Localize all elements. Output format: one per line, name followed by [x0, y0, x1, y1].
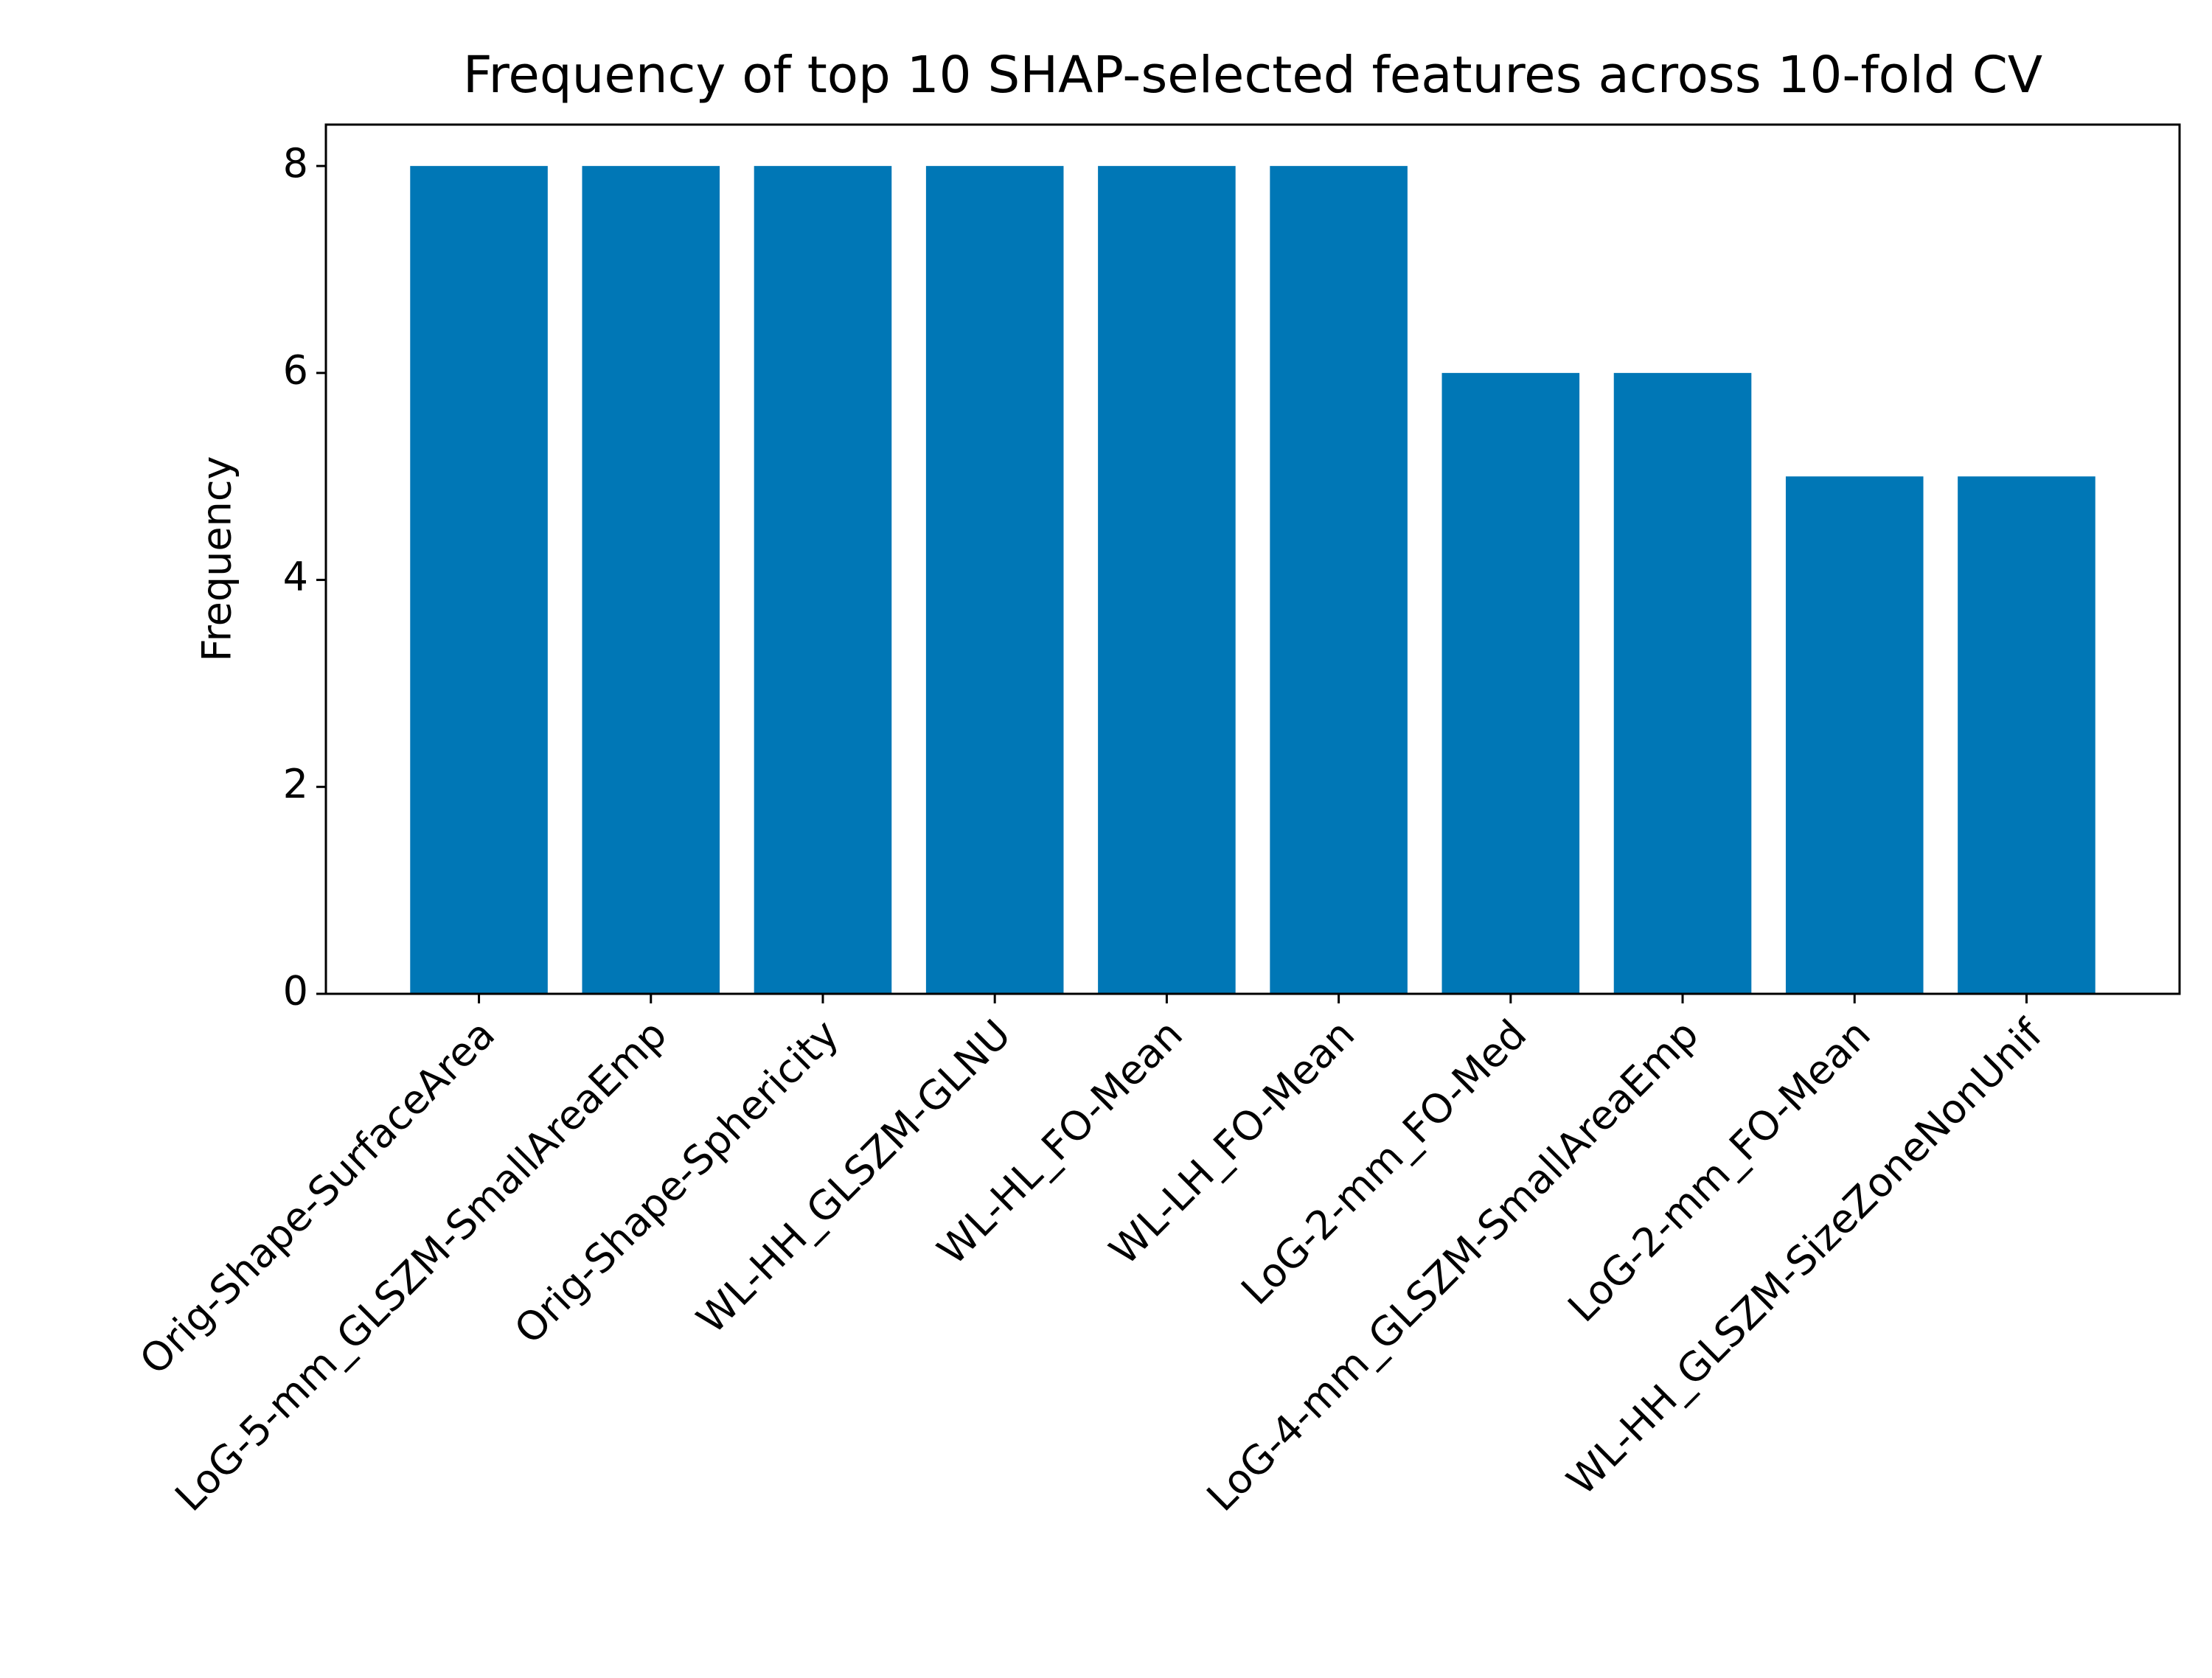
bar	[1613, 372, 1752, 994]
bar	[925, 166, 1064, 995]
x-tick-label: LoG-2-mm_FO-Mean	[1559, 1011, 1879, 1331]
y-tick-label: 4	[283, 554, 308, 600]
bar	[754, 166, 892, 995]
y-tick-label: 2	[283, 761, 308, 807]
y-tick-label: 6	[283, 347, 308, 393]
y-tick-label: 8	[283, 140, 308, 187]
chart-title: Frequency of top 10 SHAP-selected featur…	[463, 46, 2042, 105]
bar	[410, 166, 548, 995]
x-tick-label: Orig-Shape-SurfaceArea	[131, 1011, 504, 1384]
bar	[1958, 476, 2096, 994]
y-axis-label: Frequency	[194, 456, 240, 662]
bar	[1098, 166, 1236, 995]
x-tick-label: Orig-Shape-Sphericity	[506, 1011, 848, 1353]
bar	[1785, 476, 1924, 994]
x-tick-label: LoG-2-mm_FO-Med	[1232, 1011, 1535, 1314]
bar	[1270, 166, 1408, 995]
x-tick-label: WL-HH_GLSZM-GLNU	[688, 1011, 1020, 1343]
bar	[1441, 372, 1580, 994]
bar	[582, 166, 720, 995]
plot-frame	[324, 123, 2181, 995]
y-tick-label: 0	[283, 968, 308, 1014]
